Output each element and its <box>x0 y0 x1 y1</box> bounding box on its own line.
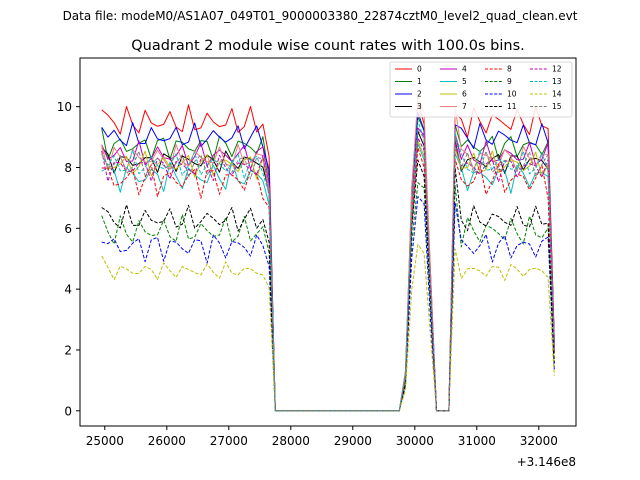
x-tick-label: 31000 <box>458 434 496 448</box>
series-line-13 <box>101 120 555 412</box>
legend-label-2: 2 <box>417 90 422 99</box>
suptitle: Data file: modeM0/AS1A07_049T01_90000033… <box>63 9 578 23</box>
y-tick-label: 0 <box>64 404 72 418</box>
x-tick-label: 29000 <box>334 434 372 448</box>
series-line-15 <box>101 129 555 412</box>
y-tick-label: 10 <box>57 100 72 114</box>
legend-label-7: 7 <box>462 102 467 111</box>
x-axis-ticks: 25000 26000 27000 28000 29000 30000 31000 32000 <box>86 426 558 448</box>
x-tick-label: 30000 <box>396 434 434 448</box>
y-axis-ticks: 0 2 4 6 8 10 <box>57 100 80 418</box>
legend-label-1: 1 <box>417 77 422 86</box>
y-tick-label: 6 <box>64 222 72 236</box>
x-tick-label: 26000 <box>148 434 186 448</box>
legend-label-6: 6 <box>462 90 467 99</box>
legend-label-14: 14 <box>552 90 562 99</box>
legend-label-4: 4 <box>462 65 467 74</box>
legend-label-5: 5 <box>462 77 467 86</box>
series-line-12 <box>101 137 555 412</box>
y-tick-label: 2 <box>64 343 72 357</box>
legend-label-9: 9 <box>507 77 512 86</box>
x-tick-label: 27000 <box>210 434 248 448</box>
legend-box <box>389 61 573 118</box>
legend-label-11: 11 <box>507 102 517 111</box>
plot-area <box>80 58 576 426</box>
y-tick-label: 8 <box>64 161 72 175</box>
legend-label-15: 15 <box>552 102 562 111</box>
x-tick-label: 25000 <box>86 434 124 448</box>
legend-label-13: 13 <box>552 77 562 86</box>
x-tick-label: 28000 <box>272 434 310 448</box>
plot-frame <box>79 57 577 427</box>
chart-title: Quadrant 2 module wise count rates with … <box>131 38 525 54</box>
y-tick-label: 4 <box>64 283 72 297</box>
legend-label-3: 3 <box>417 102 422 111</box>
series-layer <box>101 95 555 412</box>
legend-label-12: 12 <box>552 65 562 74</box>
legend-label-10: 10 <box>507 90 517 99</box>
legend-label-8: 8 <box>507 65 512 74</box>
x-offset-label: +3.146e8 <box>517 455 576 469</box>
legend-label-0: 0 <box>417 65 422 74</box>
x-tick-label: 32000 <box>520 434 558 448</box>
